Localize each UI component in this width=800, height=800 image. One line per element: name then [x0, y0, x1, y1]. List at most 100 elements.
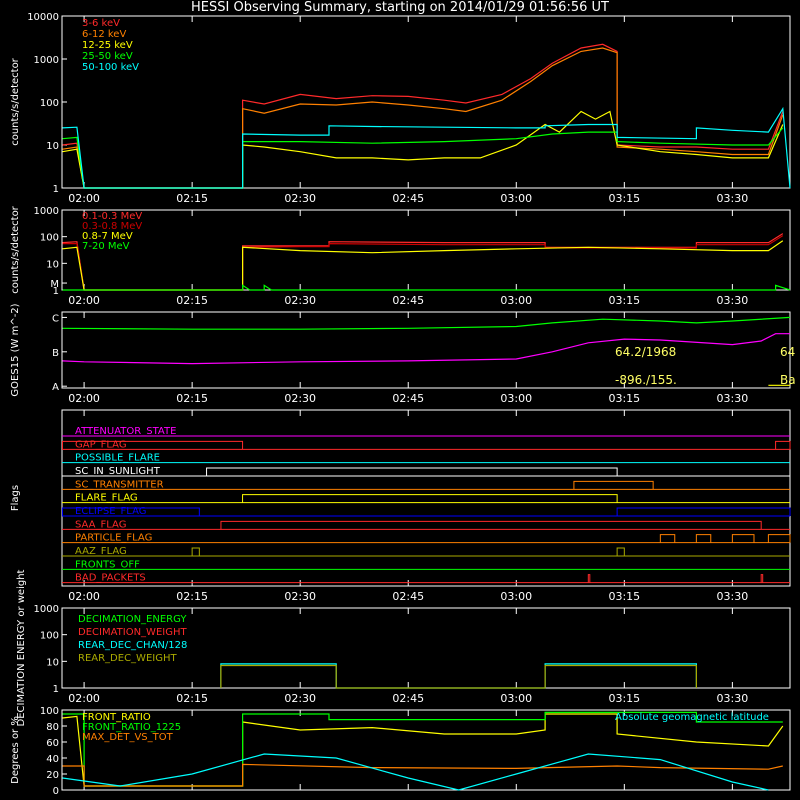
y-tick-label: 1000: [34, 604, 59, 615]
legend-entry: MAX_DET_VS_TOT: [82, 732, 174, 743]
x-tick-label: 03:00: [500, 590, 532, 603]
flag-label: PARTICLE_FLAG: [75, 533, 152, 544]
y-tick-label: A: [52, 382, 59, 393]
series-line: [62, 43, 784, 189]
x-tick-label: 02:00: [68, 192, 100, 205]
flag-active-segment: [61, 440, 244, 450]
flag-active-segment: [206, 467, 618, 476]
annotation: Ba: [780, 373, 796, 387]
legend-entry: DECIMATION_WEIGHT: [78, 627, 187, 638]
y-tick-label: 100: [40, 233, 59, 244]
x-tick-label: 03:30: [717, 192, 749, 205]
x-tick-label: 03:00: [500, 192, 532, 205]
flag-active-segment: [242, 494, 618, 503]
x-tick-label: 02:30: [284, 590, 316, 603]
flag-label: ATTENUATOR_STATE: [75, 426, 176, 437]
y-tick-label: 100: [40, 98, 59, 109]
panel-frame-3: [61, 409, 791, 587]
legend-entry: 0.1-0.3 MeV: [82, 211, 142, 222]
flag-active-segment: [573, 480, 654, 490]
series-line: [62, 127, 784, 189]
x-tick-label: 03:00: [500, 392, 532, 405]
x-tick-label: 02:45: [392, 590, 424, 603]
series-line: [62, 235, 784, 291]
flag-active-segment: [191, 547, 200, 556]
y-tick-label: 20: [46, 770, 59, 781]
y-tick-label: 100: [40, 706, 59, 717]
y-axis-label: Flags: [10, 485, 21, 511]
flag-label: FRONTS_OFF: [75, 559, 140, 570]
flag-active-segment: [760, 574, 764, 583]
flag-label: BAD_PACKETS: [75, 573, 146, 584]
panel-frame-5: [61, 709, 791, 791]
x-tick-label: 02:45: [392, 692, 424, 705]
x-tick-label: 02:30: [284, 392, 316, 405]
y-tick-label: B: [52, 348, 59, 359]
y-tick-label: M: [50, 279, 59, 290]
x-tick-label: 02:45: [392, 294, 424, 307]
x-tick-label: 03:15: [608, 590, 640, 603]
flag-active-segment: [220, 520, 762, 530]
series-line: [220, 663, 698, 689]
legend-entry: 50-100 keV: [82, 62, 139, 73]
x-tick-label: 03:30: [717, 692, 749, 705]
y-tick-label: 1000: [34, 206, 59, 217]
y-tick-label: 10000: [27, 12, 59, 23]
series-line: [62, 106, 791, 189]
legend-entry: 0.3-0.8 MeV: [82, 221, 142, 232]
y-tick-label: 10: [46, 657, 59, 668]
y-tick-label: 1000: [34, 55, 59, 66]
flag-active-segment: [659, 534, 676, 543]
flag-label: SAA_FLAG: [75, 519, 126, 530]
legend-entry: 25-50 keV: [82, 51, 133, 62]
legend-entry: 0.8-7 MeV: [82, 231, 133, 242]
y-tick-label: C: [52, 313, 59, 324]
y-axis-label: counts/s/detector: [10, 205, 21, 293]
x-tick-label: 02:30: [284, 192, 316, 205]
x-tick-label: 03:00: [500, 294, 532, 307]
x-tick-label: 02:00: [68, 392, 100, 405]
flag-label: SC_TRANSMITTER: [75, 479, 164, 490]
annotation: -896./155.: [615, 373, 677, 387]
x-tick-label: 03:00: [500, 692, 532, 705]
y-axis-label: GOES15 (W m^-2): [10, 303, 21, 396]
x-tick-label: 03:30: [717, 294, 749, 307]
y-axis-label: counts/s/detector: [10, 57, 21, 145]
x-tick-label: 02:15: [176, 392, 208, 405]
y-tick-label: 1: [53, 286, 59, 297]
x-tick-label: 02:30: [284, 294, 316, 307]
legend-entry: REAR_DEC_WEIGHT: [78, 653, 177, 664]
legend-entry: REAR_DEC_CHAN/128: [78, 640, 187, 651]
y-tick-label: 10: [46, 141, 59, 152]
flag-label: AAZ_FLAG: [75, 546, 127, 557]
annotation: 64: [780, 345, 795, 359]
flag-active-segment: [587, 574, 591, 583]
flag-label: GAP_FLAG: [75, 439, 127, 450]
flag-active-segment: [616, 507, 791, 516]
series-line: [62, 753, 769, 791]
legend-entry: Absolute geomagnetic latitude: [615, 712, 769, 723]
x-tick-label: 02:00: [68, 294, 100, 307]
flag-label: ECLIPSE_FLAG: [75, 506, 146, 517]
y-tick-label: 1: [53, 684, 59, 695]
y-tick-label: 1: [53, 184, 59, 195]
y-tick-label: 40: [46, 754, 59, 765]
legend-entry: 7-20 MeV: [82, 241, 130, 252]
x-tick-label: 02:45: [392, 392, 424, 405]
x-tick-label: 03:15: [608, 692, 640, 705]
series-line: [220, 664, 698, 689]
series-line: [62, 763, 783, 787]
legend-entry: 3-6 keV: [82, 18, 120, 29]
flag-label: FLARE_FLAG: [75, 493, 138, 504]
flag-active-segment: [767, 534, 791, 543]
y-axis-label: DECIMATION ENERGY or weight: [16, 569, 27, 726]
flag-label: SC_IN_SUNLIGHT: [75, 466, 161, 477]
y-tick-label: 0: [53, 786, 59, 797]
panel-frame-0: [61, 15, 791, 189]
x-tick-label: 03:30: [717, 392, 749, 405]
x-tick-label: 03:15: [608, 192, 640, 205]
x-tick-label: 02:00: [68, 590, 100, 603]
x-tick-label: 03:15: [608, 392, 640, 405]
flag-label: POSSIBLE_FLARE: [75, 453, 160, 464]
series-line: [62, 333, 790, 365]
